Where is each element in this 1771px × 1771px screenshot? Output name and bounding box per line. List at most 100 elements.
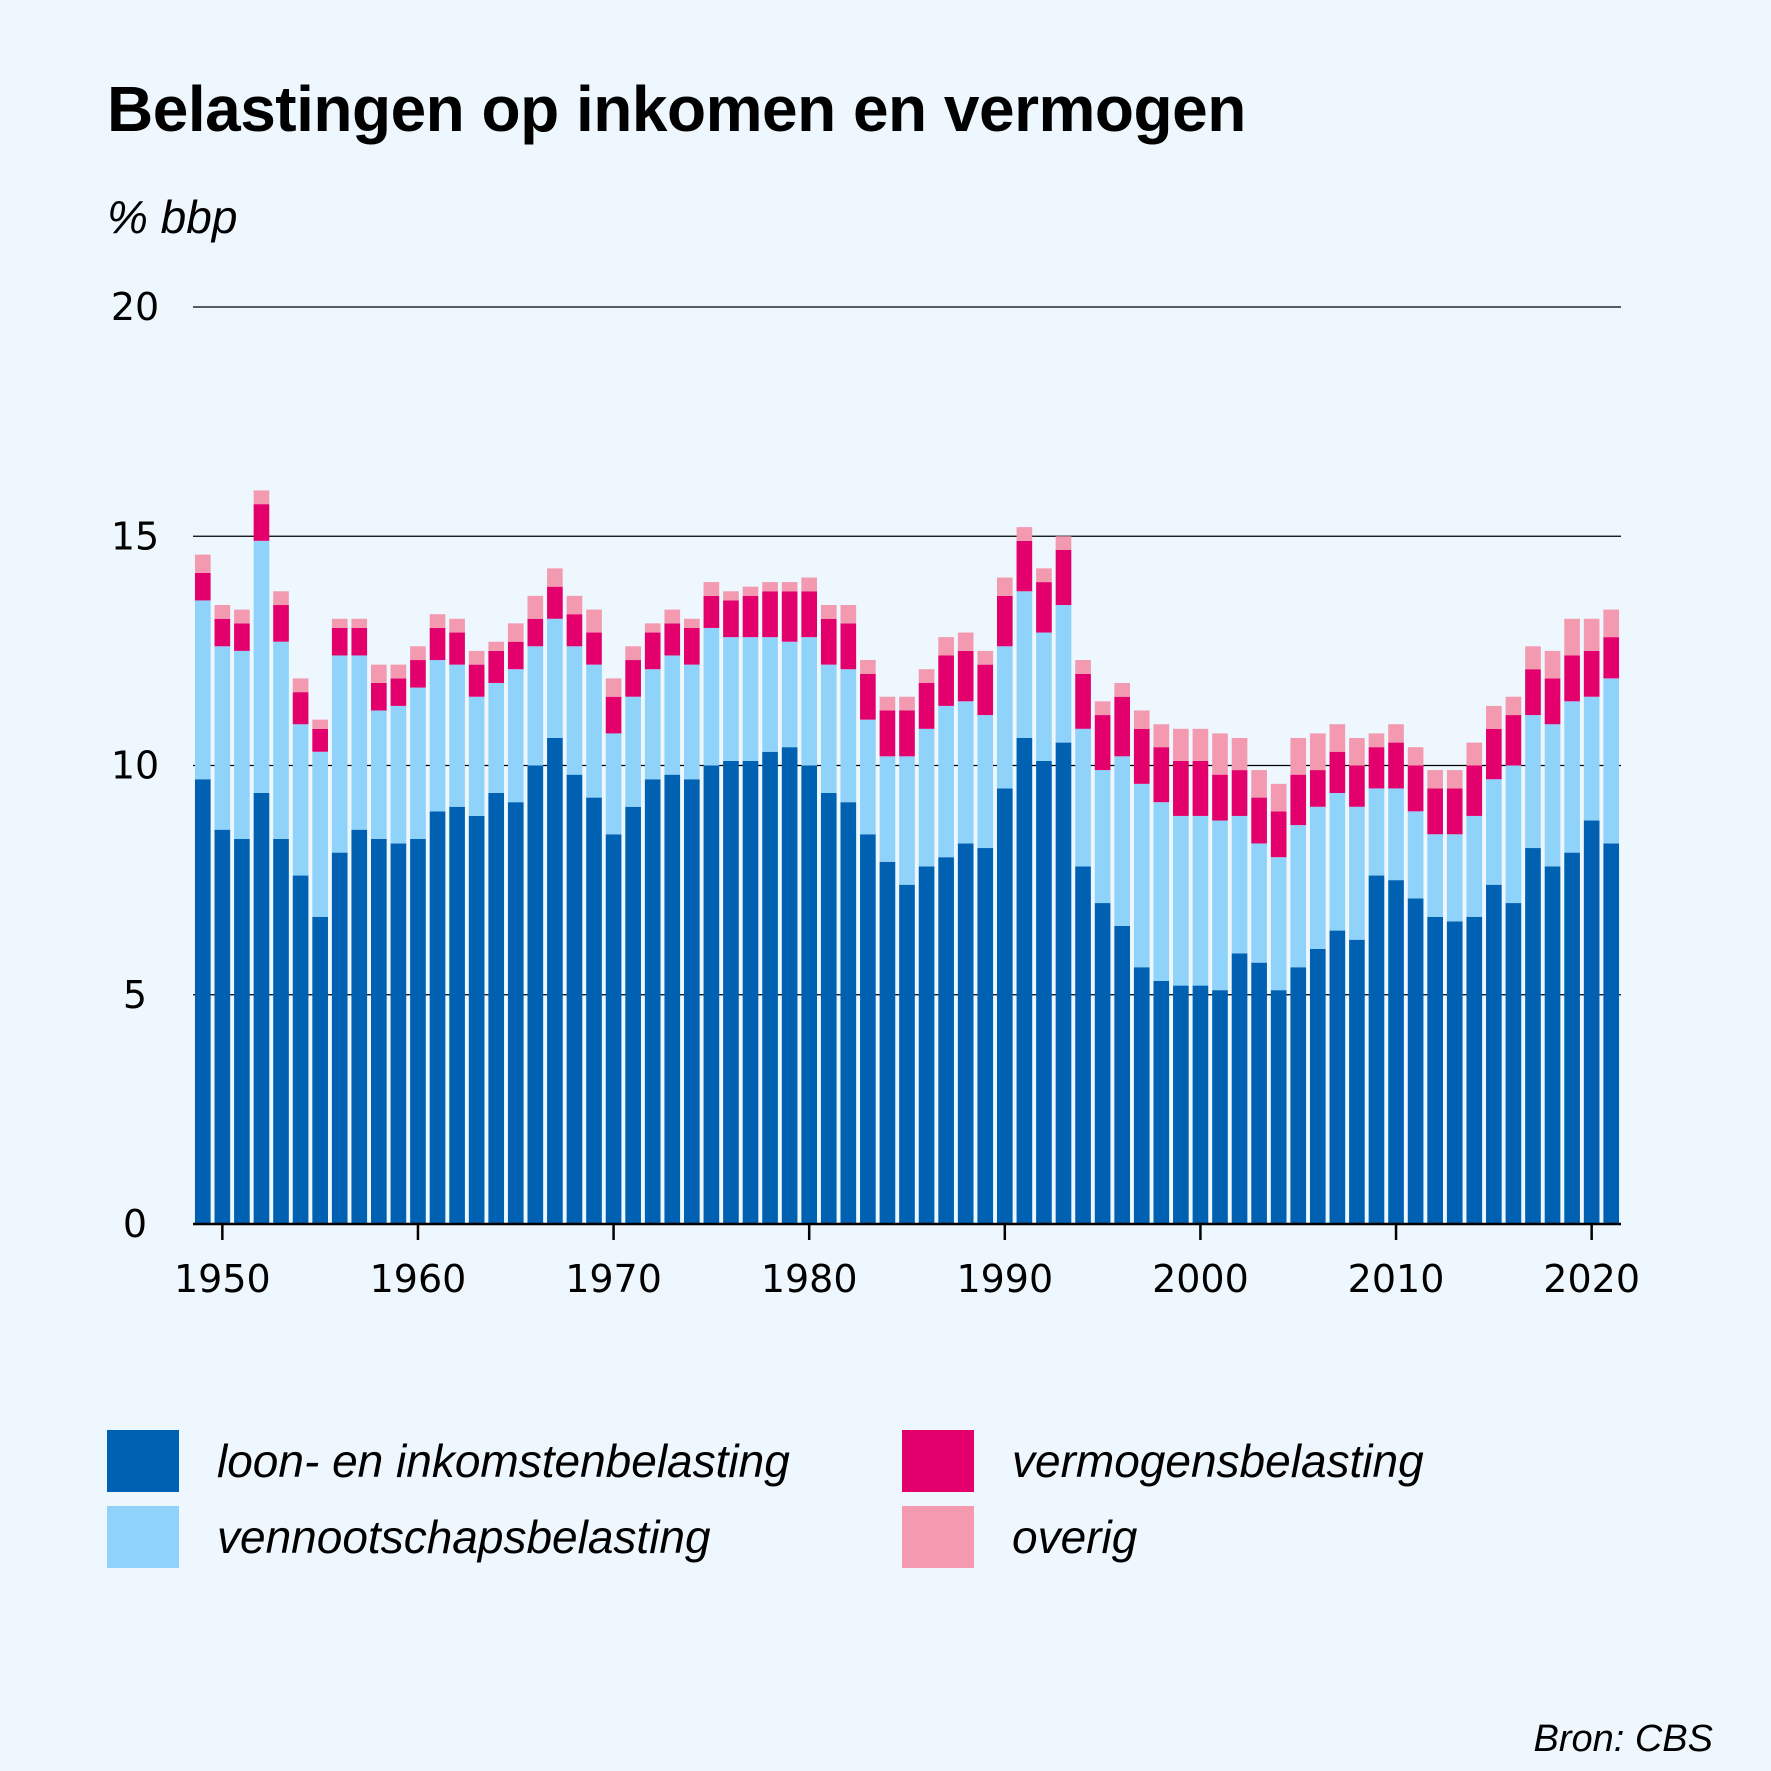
bar-vermogen-1988 bbox=[957, 650, 974, 702]
bar-vermogen-2018 bbox=[1544, 678, 1561, 725]
bar-vermogen-1971 bbox=[625, 660, 641, 697]
x-tick-label-1990: 1990 bbox=[956, 1257, 1053, 1301]
bar-vennootschap-1995 bbox=[1094, 770, 1111, 904]
bar-loon-1992 bbox=[1036, 760, 1052, 1224]
bar-vennootschap-1983 bbox=[860, 719, 876, 835]
bar-vennootschap-2015 bbox=[1486, 779, 1502, 885]
bar-loon-1996 bbox=[1114, 925, 1130, 1224]
bar-vennootschap-2020 bbox=[1583, 696, 1600, 821]
bar-loon-1968 bbox=[566, 774, 583, 1224]
bar-loon-1954 bbox=[292, 875, 309, 1224]
bar-overig-1978 bbox=[762, 582, 778, 592]
bar-vennootschap-1950 bbox=[214, 646, 231, 830]
bar-vermogen-1972 bbox=[644, 632, 661, 670]
bar-vennootschap-1968 bbox=[566, 646, 583, 775]
bar-vennootschap-2019 bbox=[1564, 701, 1580, 853]
bar-overig-1974 bbox=[684, 618, 700, 628]
bar-vermogen-2005 bbox=[1290, 774, 1307, 826]
bar-vermogen-1966 bbox=[527, 618, 544, 647]
bar-loon-1964 bbox=[488, 793, 505, 1224]
bar-vennootschap-1953 bbox=[273, 641, 289, 839]
bar-vennootschap-1985 bbox=[899, 756, 915, 885]
bar-overig-2007 bbox=[1329, 724, 1346, 752]
bar-vermogen-1979 bbox=[781, 591, 798, 642]
bar-loon-1997 bbox=[1133, 967, 1150, 1224]
legend-swatch-loon bbox=[107, 1430, 179, 1492]
x-tick-label-2020: 2020 bbox=[1543, 1257, 1640, 1301]
bar-vermogen-2008 bbox=[1349, 765, 1365, 807]
bar-loon-2019 bbox=[1564, 852, 1580, 1224]
bar-vennootschap-1973 bbox=[664, 655, 681, 775]
bar-vermogen-1951 bbox=[234, 623, 250, 651]
axes: 0 5 10 15 20 1950 1960 1970 1980 1990 2000 2010 2020 bbox=[111, 285, 1640, 1301]
bar-vermogen-2013 bbox=[1446, 788, 1463, 835]
bar-loon-2018 bbox=[1544, 866, 1561, 1224]
y-axis-unit-label: % bbp bbox=[107, 191, 238, 243]
bar-vennootschap-1976 bbox=[723, 637, 739, 761]
bar-vermogen-1961 bbox=[429, 627, 446, 661]
bar-overig-1989 bbox=[977, 650, 994, 665]
bar-loon-1984 bbox=[879, 861, 896, 1224]
x-tick-label-1980: 1980 bbox=[761, 1257, 858, 1301]
bar-vennootschap-2021 bbox=[1603, 678, 1620, 844]
bar-vennootschap-1984 bbox=[879, 756, 896, 862]
bar-vermogen-1970 bbox=[605, 696, 622, 734]
y-tick-label-10: 10 bbox=[111, 744, 159, 788]
bar-overig-1953 bbox=[273, 591, 289, 606]
bar-overig-1965 bbox=[507, 623, 524, 642]
bar-vermogen-2009 bbox=[1368, 747, 1385, 789]
bar-vermogen-2011 bbox=[1407, 765, 1424, 812]
bars bbox=[194, 490, 1620, 1225]
bar-overig-1959 bbox=[390, 664, 407, 679]
bar-vennootschap-1954 bbox=[292, 724, 309, 876]
bar-overig-1981 bbox=[820, 605, 837, 619]
bar-loon-2002 bbox=[1231, 953, 1248, 1224]
bar-vermogen-1978 bbox=[762, 591, 778, 638]
bar-loon-1952 bbox=[253, 793, 270, 1224]
bar-vennootschap-2014 bbox=[1466, 815, 1483, 917]
bar-vermogen-1965 bbox=[507, 641, 524, 670]
bar-overig-2019 bbox=[1564, 618, 1580, 656]
bar-vennootschap-2007 bbox=[1329, 793, 1346, 931]
bar-vermogen-1984 bbox=[879, 710, 896, 757]
bar-overig-2004 bbox=[1270, 783, 1287, 812]
bar-vermogen-1968 bbox=[566, 614, 583, 647]
bar-vennootschap-1952 bbox=[253, 540, 270, 794]
bar-vennootschap-1977 bbox=[742, 637, 759, 761]
bar-loon-1994 bbox=[1075, 866, 1091, 1224]
bar-vennootschap-1966 bbox=[527, 646, 544, 766]
bar-vennootschap-1980 bbox=[801, 637, 818, 766]
bar-vennootschap-2017 bbox=[1525, 715, 1541, 849]
bar-vermogen-2012 bbox=[1427, 788, 1443, 835]
bar-overig-1966 bbox=[527, 595, 544, 619]
bar-vennootschap-1979 bbox=[781, 641, 798, 748]
bar-vennootschap-1997 bbox=[1133, 783, 1150, 968]
bar-overig-2015 bbox=[1486, 705, 1502, 729]
bar-vermogen-1969 bbox=[586, 632, 602, 665]
bar-vennootschap-1949 bbox=[194, 600, 211, 780]
bar-loon-2008 bbox=[1349, 939, 1365, 1224]
bar-loon-1979 bbox=[781, 747, 798, 1224]
bar-vennootschap-1981 bbox=[820, 664, 837, 794]
bar-loon-1981 bbox=[820, 793, 837, 1224]
bar-vennootschap-1961 bbox=[429, 660, 446, 812]
bar-loon-1969 bbox=[586, 797, 602, 1224]
bar-vennootschap-2001 bbox=[1212, 820, 1228, 991]
bar-vermogen-1990 bbox=[996, 595, 1013, 647]
bar-vermogen-1954 bbox=[292, 692, 309, 725]
legend-swatch-overig bbox=[902, 1506, 974, 1568]
bar-vennootschap-1956 bbox=[331, 655, 348, 853]
bar-overig-1963 bbox=[468, 650, 485, 665]
bar-vennootschap-1951 bbox=[234, 650, 250, 839]
bar-loon-2000 bbox=[1192, 985, 1209, 1224]
bar-overig-2010 bbox=[1388, 724, 1404, 743]
x-tick-label-1970: 1970 bbox=[565, 1257, 662, 1301]
bar-vennootschap-1970 bbox=[605, 733, 622, 835]
bar-overig-1984 bbox=[879, 696, 896, 711]
bar-vennootschap-2005 bbox=[1290, 825, 1307, 968]
bar-overig-2005 bbox=[1290, 737, 1307, 775]
bar-overig-1993 bbox=[1055, 536, 1072, 550]
bar-vennootschap-1982 bbox=[840, 669, 857, 803]
x-tick-label-2000: 2000 bbox=[1152, 1257, 1249, 1301]
bar-vermogen-1993 bbox=[1055, 550, 1072, 606]
